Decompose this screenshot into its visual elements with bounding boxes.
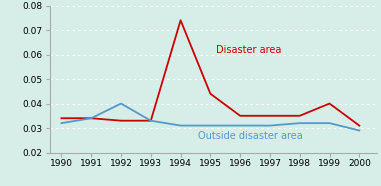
Text: Outside disaster area: Outside disaster area xyxy=(199,131,303,141)
Text: Disaster area: Disaster area xyxy=(216,45,282,55)
